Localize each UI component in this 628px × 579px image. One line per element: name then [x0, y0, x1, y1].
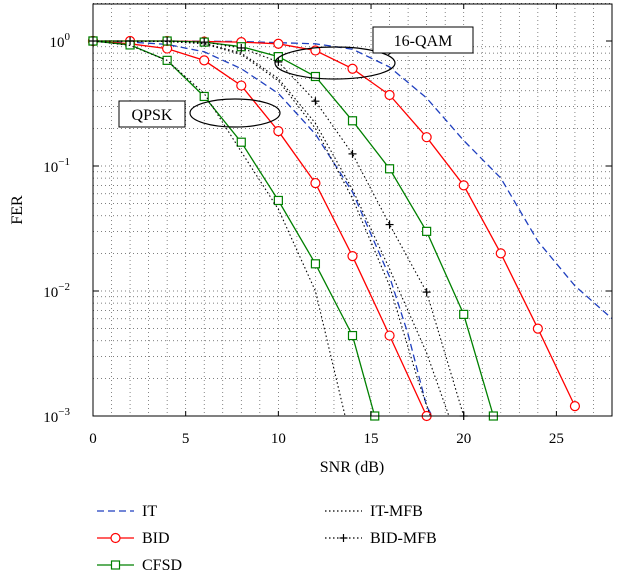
legend-label: CFSD	[142, 557, 182, 574]
annotation-16qam: 16-QAM	[274, 26, 474, 80]
annotation-16qam-label: 16-QAM	[394, 33, 453, 50]
data-point-square	[347, 116, 358, 126]
x-tick-label: 20	[456, 431, 471, 447]
series-line	[92, 40, 450, 417]
data-point-square	[347, 330, 358, 341]
legend-label: IT-MFB	[370, 503, 423, 520]
series-line	[93, 40, 495, 417]
data-point-circle	[310, 177, 321, 189]
annotation-qpsk-ellipse	[189, 98, 281, 128]
y-axis-title: FER	[9, 195, 26, 225]
data-point-circle	[199, 55, 210, 66]
legend-item-cfsd: CFSD	[97, 557, 182, 574]
series-it-mfb	[92, 40, 431, 417]
series-line	[92, 40, 433, 417]
data-point-plus	[422, 288, 431, 297]
legend-label: IT	[142, 503, 157, 520]
annotation-qpsk: QPSK	[118, 98, 281, 128]
data-point-plus	[163, 37, 172, 45]
series-it-mfb	[92, 40, 450, 417]
y-tick-label: 10−3	[43, 406, 70, 426]
data-point-circle	[384, 330, 395, 341]
data-point-circle	[421, 132, 432, 143]
data-point-circle	[458, 180, 469, 191]
series-line	[92, 40, 346, 417]
y-tick-label: 10−2	[43, 281, 70, 301]
data-point-plus	[385, 220, 394, 229]
x-tick-label: 15	[364, 431, 379, 447]
data-point-square	[310, 71, 321, 82]
data-point-circle	[110, 532, 121, 544]
series-cfsd	[88, 36, 498, 421]
legend-item-bid: BID	[97, 530, 170, 547]
series-line	[92, 40, 431, 417]
series-cfsd	[88, 36, 380, 421]
x-tick-label: 0	[89, 431, 97, 447]
y-tick-label: 100	[50, 31, 71, 51]
series-it	[92, 40, 433, 417]
data-point-circle	[273, 126, 284, 137]
data-point-plus	[126, 37, 135, 45]
data-point-square	[273, 195, 283, 206]
legend-item-it: IT	[97, 503, 157, 520]
x-tick-label: 5	[182, 431, 190, 447]
series-it-mfb	[92, 40, 346, 417]
annotation-16qam-ellipse	[274, 46, 396, 80]
data-point-circle	[347, 251, 358, 262]
data-point-plus	[311, 97, 320, 106]
data-point-circle	[384, 89, 395, 101]
series-it	[93, 40, 613, 320]
data-point-circle	[532, 323, 543, 334]
legend-item-it-mfb: IT-MFB	[325, 503, 423, 520]
data-point-plus	[339, 534, 348, 542]
series-line	[93, 40, 576, 407]
annotation-qpsk-label: QPSK	[132, 107, 173, 124]
x-axis-title: SNR (dB)	[320, 459, 384, 476]
data-point-square	[310, 259, 321, 269]
axes: 0 5 10 15 20 25 100 10−1 10−2 10−3	[43, 4, 612, 447]
legend: IT BID CFSD IT-MFB BID-MFB	[97, 503, 437, 574]
data-point-plus	[348, 149, 357, 158]
series-line	[93, 40, 613, 320]
data-point-plus	[237, 43, 246, 52]
x-tick-label: 10	[271, 431, 286, 447]
y-tick-label: 10−1	[43, 156, 70, 176]
data-point-square	[236, 137, 246, 147]
x-tick-label: 25	[549, 431, 564, 447]
data-point-circle	[347, 63, 358, 74]
data-point-square	[384, 164, 395, 174]
data-point-circle	[236, 80, 247, 91]
annotation-16qam-box	[372, 26, 474, 54]
data-point-square	[199, 91, 209, 102]
series-line	[92, 40, 428, 417]
legend-item-bid-mfb: BID-MFB	[325, 530, 437, 547]
data-point-plus	[200, 38, 209, 47]
data-point-circle	[495, 248, 506, 259]
data-point-square	[110, 560, 121, 570]
plot-frame	[92, 3, 613, 417]
annotation-qpsk-box	[118, 100, 186, 128]
data-point-circle	[273, 38, 284, 49]
legend-label: BID-MFB	[370, 530, 437, 547]
data-point-square	[422, 226, 432, 236]
data-point-square	[459, 309, 469, 319]
series-layer	[87, 35, 613, 422]
legend-label: BID	[142, 530, 170, 547]
data-point-circle	[569, 401, 581, 412]
